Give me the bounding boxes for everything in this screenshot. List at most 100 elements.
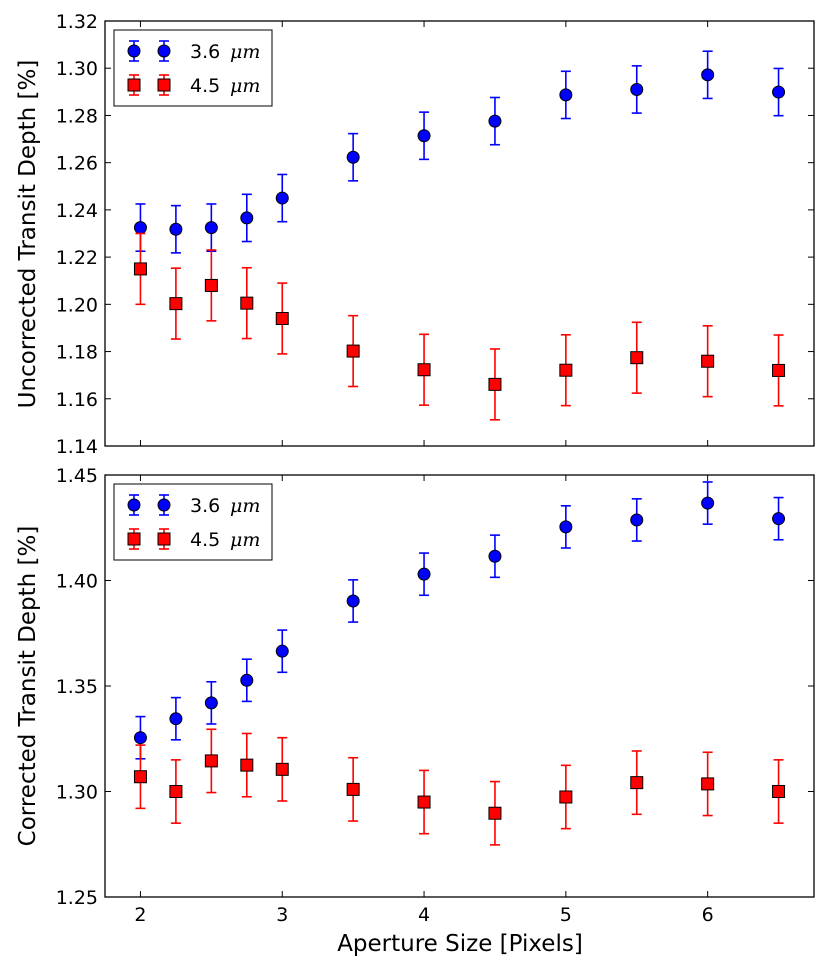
x-tick-label: 6 bbox=[702, 904, 714, 926]
data-point-square bbox=[488, 806, 502, 820]
data-point-circle bbox=[204, 221, 218, 235]
legend-label-3.6: 3.6 bbox=[190, 41, 220, 63]
legend-label-3.6: 3.6 bbox=[190, 495, 220, 517]
data-point-square bbox=[630, 776, 644, 790]
uncorrected-data bbox=[133, 50, 786, 421]
legend-marker-square bbox=[157, 78, 171, 92]
data-point-circle bbox=[133, 221, 147, 235]
series-3.6-circle bbox=[133, 50, 786, 254]
data-point-square bbox=[275, 762, 289, 776]
y-tick-label: 1.20 bbox=[56, 294, 98, 316]
legend-marker-circle bbox=[157, 498, 171, 512]
legend-unit-3.6: μm bbox=[230, 495, 260, 517]
data-point-circle bbox=[240, 673, 254, 687]
corrected-data bbox=[133, 481, 786, 846]
data-point-circle bbox=[488, 114, 502, 128]
y-tick-label: 1.35 bbox=[56, 676, 98, 698]
legend-marker-square bbox=[157, 532, 171, 546]
data-point-circle bbox=[701, 68, 715, 82]
data-point-square bbox=[240, 296, 254, 310]
data-point-circle bbox=[701, 496, 715, 510]
series-4.5-square bbox=[133, 232, 786, 421]
y-tick-label: 1.30 bbox=[56, 782, 98, 804]
data-point-square bbox=[346, 782, 360, 796]
data-point-circle bbox=[772, 512, 786, 526]
legend-frame bbox=[113, 29, 273, 107]
data-point-circle bbox=[204, 696, 218, 710]
data-point-square bbox=[133, 770, 147, 784]
y-tick-label: 1.28 bbox=[56, 105, 98, 127]
legend-unit-3.6: μm bbox=[230, 41, 260, 63]
corrected-legend: 3.6 μm 4.5 μm bbox=[113, 483, 273, 561]
y-tick-label: 1.40 bbox=[56, 571, 98, 593]
legend-marker-circle bbox=[127, 498, 141, 512]
legend-marker-square bbox=[127, 532, 141, 546]
legend-entry-3.6um: 3.6 μm bbox=[127, 494, 260, 517]
legend-entry-3.6um: 3.6 μm bbox=[127, 40, 260, 63]
data-point-square bbox=[417, 363, 431, 377]
data-point-square bbox=[772, 363, 786, 377]
legend-entry-4.5um: 4.5 μm bbox=[127, 528, 260, 551]
legend-marker-square bbox=[127, 78, 141, 92]
y-tick-label: 1.30 bbox=[56, 58, 98, 80]
data-point-square bbox=[275, 312, 289, 325]
x-tick-label: 3 bbox=[276, 904, 288, 926]
data-point-circle bbox=[417, 129, 431, 143]
data-point-circle bbox=[275, 191, 289, 205]
uncorrected-panel: 1.14 1.16 1.18 1.20 1.22 1.24 1.26 1.28 1.30 1.32… bbox=[15, 11, 815, 458]
legend-label-4.5: 4.5 bbox=[190, 75, 220, 97]
data-point-circle bbox=[169, 712, 183, 726]
legend-unit-4.5: μm bbox=[230, 75, 260, 97]
y-tick-label: 1.14 bbox=[56, 436, 98, 458]
uncorrected-y-axis-label: Uncorrected Transit Depth [%] bbox=[15, 60, 41, 409]
data-point-square bbox=[701, 777, 715, 791]
x-axis-label: Aperture Size [Pixels] bbox=[337, 931, 583, 957]
corrected-y-axis-label: Corrected Transit Depth [%] bbox=[15, 526, 41, 847]
data-point-square bbox=[488, 377, 502, 391]
data-point-circle bbox=[772, 85, 786, 99]
uncorrected-ticks: 1.14 1.16 1.18 1.20 1.22 1.24 1.26 1.28 1.30 1.32 bbox=[56, 11, 814, 458]
x-tick-label: 2 bbox=[134, 904, 146, 926]
data-point-square bbox=[169, 297, 183, 311]
uncorrected-legend: 3.6 μm 4.5 μm bbox=[113, 29, 273, 107]
data-point-square bbox=[630, 351, 644, 365]
data-point-square bbox=[417, 795, 431, 809]
data-point-circle bbox=[133, 731, 147, 745]
y-tick-label: 1.16 bbox=[56, 389, 98, 411]
data-point-circle bbox=[417, 567, 431, 581]
legend-marker-circle bbox=[157, 44, 171, 58]
series-3.6-circle bbox=[133, 481, 786, 760]
data-point-square bbox=[204, 278, 218, 292]
data-point-circle bbox=[346, 594, 360, 608]
data-point-square bbox=[559, 363, 573, 377]
data-point-circle bbox=[346, 150, 360, 164]
data-point-circle bbox=[240, 211, 254, 225]
data-point-circle bbox=[559, 520, 573, 534]
data-point-circle bbox=[559, 88, 573, 102]
data-point-square bbox=[346, 344, 360, 358]
data-point-square bbox=[204, 754, 218, 768]
legend-label-4.5: 4.5 bbox=[190, 529, 220, 551]
y-tick-label: 1.24 bbox=[56, 200, 98, 222]
data-point-circle bbox=[169, 222, 183, 236]
x-tick-label: 4 bbox=[418, 904, 430, 926]
legend-entry-4.5um: 4.5 μm bbox=[127, 74, 260, 97]
corrected-panel: 1.25 1.30 1.35 1.40 1.45 2 3 4 5 6 Corrected Tran… bbox=[15, 465, 815, 957]
data-point-circle bbox=[488, 549, 502, 563]
legend-unit-4.5: μm bbox=[230, 529, 260, 551]
y-tick-label: 1.26 bbox=[56, 153, 98, 175]
series-4.5-square bbox=[133, 728, 786, 846]
y-tick-label: 1.25 bbox=[56, 887, 98, 909]
data-point-square bbox=[772, 785, 786, 798]
y-tick-label: 1.18 bbox=[56, 342, 98, 364]
data-point-circle bbox=[275, 644, 289, 658]
legend-frame bbox=[113, 483, 273, 561]
corrected-ticks: 1.25 1.30 1.35 1.40 1.45 2 3 4 5 6 bbox=[56, 465, 814, 926]
y-tick-label: 1.32 bbox=[56, 11, 98, 33]
y-tick-label: 1.45 bbox=[56, 465, 98, 487]
data-point-square bbox=[701, 354, 715, 368]
data-point-circle bbox=[630, 513, 644, 527]
legend-marker-circle bbox=[127, 44, 141, 58]
data-point-square bbox=[240, 758, 254, 772]
